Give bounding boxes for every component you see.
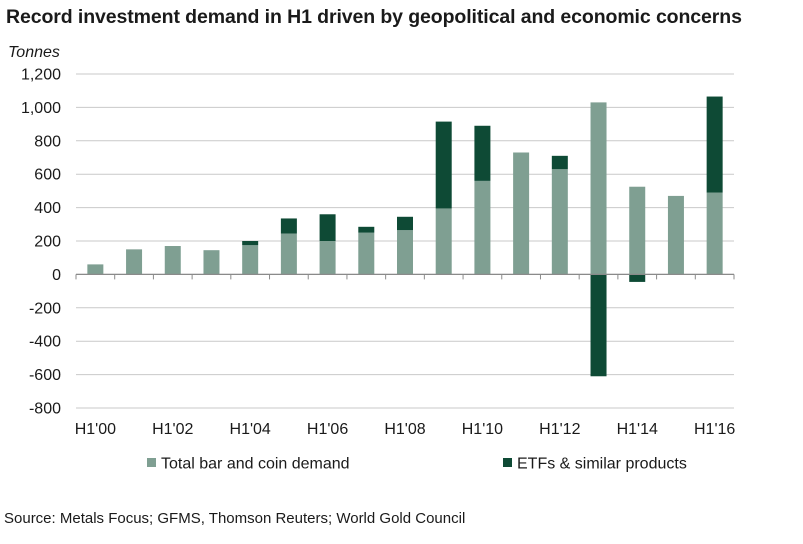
x-tick-label: H1'04 (230, 421, 271, 438)
bar-bar-and-coin (87, 264, 104, 275)
x-tick-label: H1'12 (539, 421, 580, 438)
bar-bar-and-coin (319, 241, 336, 275)
y-tick-label: -400 (29, 334, 61, 351)
x-axis-ticks: H1'00 H1'02 H1'04 H1'06 H1'08 H1'10 H1'12 H1'14… (75, 421, 736, 438)
gridlines (76, 73, 734, 409)
bar-bar-and-coin (203, 250, 220, 275)
bar-bar-and-coin (242, 245, 259, 275)
y-tick-label: 600 (34, 167, 61, 184)
bar-bar-and-coin (126, 249, 143, 275)
bar-bar-and-coin (513, 152, 530, 275)
bar-etfs (706, 96, 723, 193)
x-tick-label: H1'16 (694, 421, 735, 438)
y-tick-label: -800 (29, 401, 61, 418)
y-tick-label: 200 (34, 234, 61, 251)
x-tick-label: H1'14 (617, 421, 658, 438)
bar-etfs (551, 155, 568, 170)
bar-bar-and-coin (474, 180, 491, 275)
bar-etfs (358, 226, 375, 233)
y-tick-label: 0 (52, 267, 61, 284)
y-axis-label: Tonnes (8, 44, 60, 61)
bar-bar-and-coin (551, 169, 568, 275)
bar-bar-and-coin (629, 186, 646, 275)
bar-bar-and-coin (164, 246, 181, 275)
bar-etfs (242, 241, 259, 246)
legend: Total bar and coin demand ETFs & similar … (147, 456, 687, 473)
bar-bar-and-coin (397, 230, 413, 275)
y-tick-label: 400 (34, 200, 61, 217)
legend-label: Total bar and coin demand (161, 456, 350, 473)
y-axis-ticks: -800 -600 -400 -200 0 200 400 600 800 1,000 1,200 (21, 67, 61, 418)
legend-swatch (503, 458, 512, 467)
y-tick-label: 1,000 (21, 100, 61, 117)
bar-etfs (397, 216, 413, 231)
bar-etfs (280, 218, 297, 234)
bars (87, 96, 723, 377)
bar-bar-and-coin (358, 232, 375, 275)
y-tick-label: 1,200 (21, 67, 61, 84)
y-tick-label: -600 (29, 367, 61, 384)
x-axis (75, 273, 735, 280)
legend-label: ETFs & similar products (517, 456, 687, 473)
x-tick-label: H1'08 (384, 421, 425, 438)
source-note: Source: Metals Focus; GFMS, Thomson Reut… (4, 510, 466, 527)
bar-bar-and-coin (280, 233, 297, 275)
y-tick-label: -200 (29, 300, 61, 317)
bar-etfs (629, 274, 646, 282)
bar-bar-and-coin (435, 208, 452, 275)
y-tick-label: 800 (34, 133, 61, 150)
bar-bar-and-coin (667, 195, 684, 275)
bar-etfs (319, 214, 336, 241)
chart-title: Record investment demand in H1 driven by… (6, 6, 742, 28)
bar-etfs (474, 125, 491, 181)
bar-bar-and-coin (706, 192, 723, 275)
bar-etfs (435, 121, 452, 209)
bar-etfs (590, 274, 607, 377)
x-tick-label: H1'10 (462, 421, 503, 438)
x-tick-label: H1'02 (152, 421, 193, 438)
x-tick-label: H1'06 (307, 421, 348, 438)
bar-bar-and-coin (590, 102, 607, 275)
legend-swatch (147, 458, 156, 467)
x-tick-label: H1'00 (75, 421, 116, 438)
